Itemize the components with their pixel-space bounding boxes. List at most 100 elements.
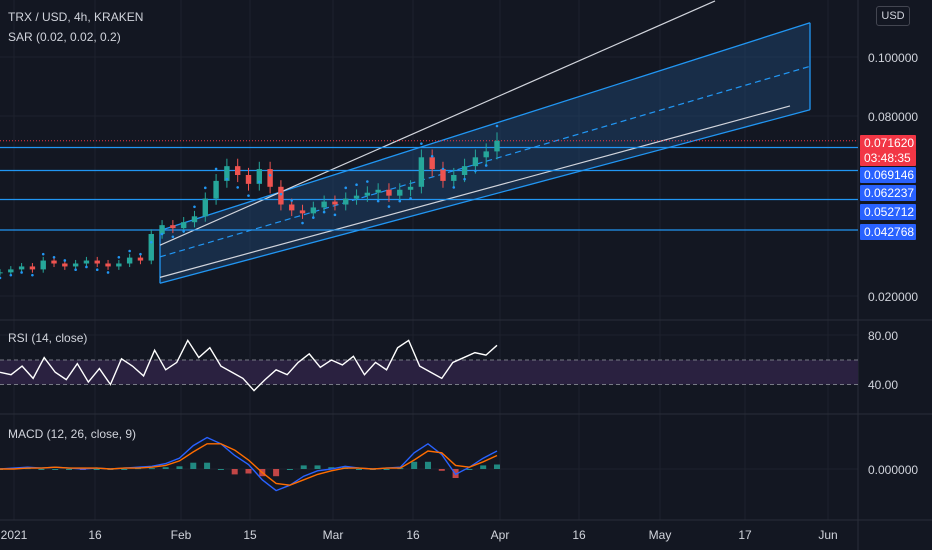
candle-body [105, 263, 111, 267]
time-axis-label: 16 [572, 528, 586, 542]
sar-dot [31, 273, 34, 277]
sar-dot [9, 273, 13, 277]
macd-tick-label: 0.000000 [868, 463, 918, 477]
countdown-label: 03:48:35 [864, 151, 911, 165]
sar-dot [279, 192, 283, 196]
rsi-tick-label: 40.00 [868, 378, 898, 392]
macd-histogram-bar [121, 469, 128, 470]
countdown-label-bg [860, 150, 916, 166]
time-axis-label: Mar [323, 528, 344, 542]
upper-trend-line [159, 0, 716, 246]
sar-dot [117, 256, 121, 259]
macd-histogram-bar [466, 469, 473, 470]
sar-dot [398, 199, 402, 203]
axes-layer: 0.100000 0.080000 0.020000 80.00 40.00 0.0000… [1, 51, 919, 542]
sar-dot [344, 186, 348, 190]
sar-dot [171, 235, 175, 239]
sar-dot [182, 229, 185, 233]
macd-histogram-bar [93, 469, 100, 470]
sar-dot [322, 210, 326, 214]
candle-body [191, 216, 198, 223]
candle-body [332, 201, 338, 205]
candle-body [494, 140, 500, 152]
horizontal-levels[interactable] [0, 140, 858, 231]
time-axis-label: Feb [171, 528, 192, 542]
candle-body [407, 186, 414, 190]
candle-body [72, 263, 79, 267]
sar-dot [409, 197, 412, 200]
sar-dot [355, 183, 358, 187]
macd-histogram-bar [328, 467, 335, 469]
macd-histogram-bar [494, 464, 500, 469]
signal-line [0, 443, 498, 486]
time-axis-label: Apr [491, 528, 510, 542]
time-axis-label: 15 [243, 528, 257, 542]
time-axis-label: May [649, 528, 672, 542]
channel-mid-line [159, 65, 811, 258]
macd-histogram-bar [383, 469, 390, 470]
macd-histogram-bar [52, 469, 59, 470]
level-price-label-bg [860, 167, 916, 183]
candle-body [159, 225, 165, 234]
candle-body [0, 272, 3, 274]
sar-dot [366, 180, 369, 183]
sar-dot [160, 232, 164, 236]
sar-dot [225, 177, 229, 181]
sar-dot [484, 164, 488, 167]
sar-dot [128, 249, 131, 253]
sar-dot [63, 259, 67, 262]
currency-button[interactable]: USD [876, 6, 910, 26]
sar-dot [85, 265, 88, 269]
candle-body [94, 260, 100, 264]
candle-body [461, 166, 468, 175]
sar-dot [95, 268, 99, 271]
rsi-fill-band [0, 360, 858, 385]
price-tick-label: 0.020000 [868, 290, 918, 304]
price-tick-label: 0.080000 [868, 110, 918, 124]
channel-lower-line [159, 109, 811, 284]
macd-histogram-bar [162, 467, 169, 469]
sar-dot [387, 205, 391, 208]
sar-dot [0, 276, 2, 280]
regression-channel[interactable] [159, 0, 811, 284]
candle-body [83, 260, 90, 264]
candle-body [289, 204, 295, 211]
sar-dot [149, 240, 153, 244]
candle-body [440, 169, 446, 181]
candle-body [278, 186, 284, 205]
sar-indicator-label: SAR (0.02, 0.02, 0.2) [8, 30, 121, 44]
sar-dot [106, 271, 110, 274]
time-axis-label: 16 [88, 528, 102, 542]
macd-histogram-bar [355, 469, 362, 470]
sar-dot [474, 169, 477, 173]
candle-body [213, 180, 219, 199]
rsi-label: RSI (14, close) [8, 331, 88, 345]
sar-dot [193, 205, 196, 209]
symbol-title: TRX / USD, 4h, KRAKEN [8, 10, 144, 24]
channel-upper-line [159, 22, 811, 232]
candle-body [353, 195, 360, 199]
macd-histogram-bar [314, 465, 321, 469]
current-price-label: 0.071620 [864, 136, 914, 150]
sar-dot [376, 199, 380, 203]
candle-body [62, 263, 68, 267]
rsi-tick-label: 80.00 [868, 329, 898, 343]
sar-dot [203, 186, 207, 190]
level-price-label-bg [860, 204, 916, 220]
sar-dot [420, 142, 423, 145]
macd-histogram-bar [300, 465, 307, 469]
candle-body [202, 198, 208, 217]
sar-dot [495, 124, 499, 128]
sar-dot [258, 180, 261, 184]
candle-body [343, 198, 349, 205]
level-price-label: 0.069146 [864, 168, 914, 182]
candle-body [386, 189, 392, 196]
series-layer [0, 124, 500, 492]
level-price-label: 0.062237 [864, 186, 914, 200]
sar-dot [430, 154, 434, 158]
level-price-label: 0.052712 [864, 205, 914, 219]
candle-body [472, 157, 479, 167]
macd-histogram-bar [204, 462, 211, 469]
price-tick-label: 0.100000 [868, 51, 918, 65]
